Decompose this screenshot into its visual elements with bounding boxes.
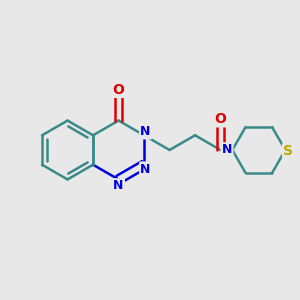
Text: O: O — [214, 112, 226, 126]
Text: N: N — [140, 125, 151, 138]
Text: N: N — [113, 179, 124, 192]
Text: S: S — [283, 145, 293, 158]
Text: N: N — [222, 143, 232, 157]
Text: N: N — [140, 163, 151, 176]
Text: O: O — [112, 82, 124, 97]
